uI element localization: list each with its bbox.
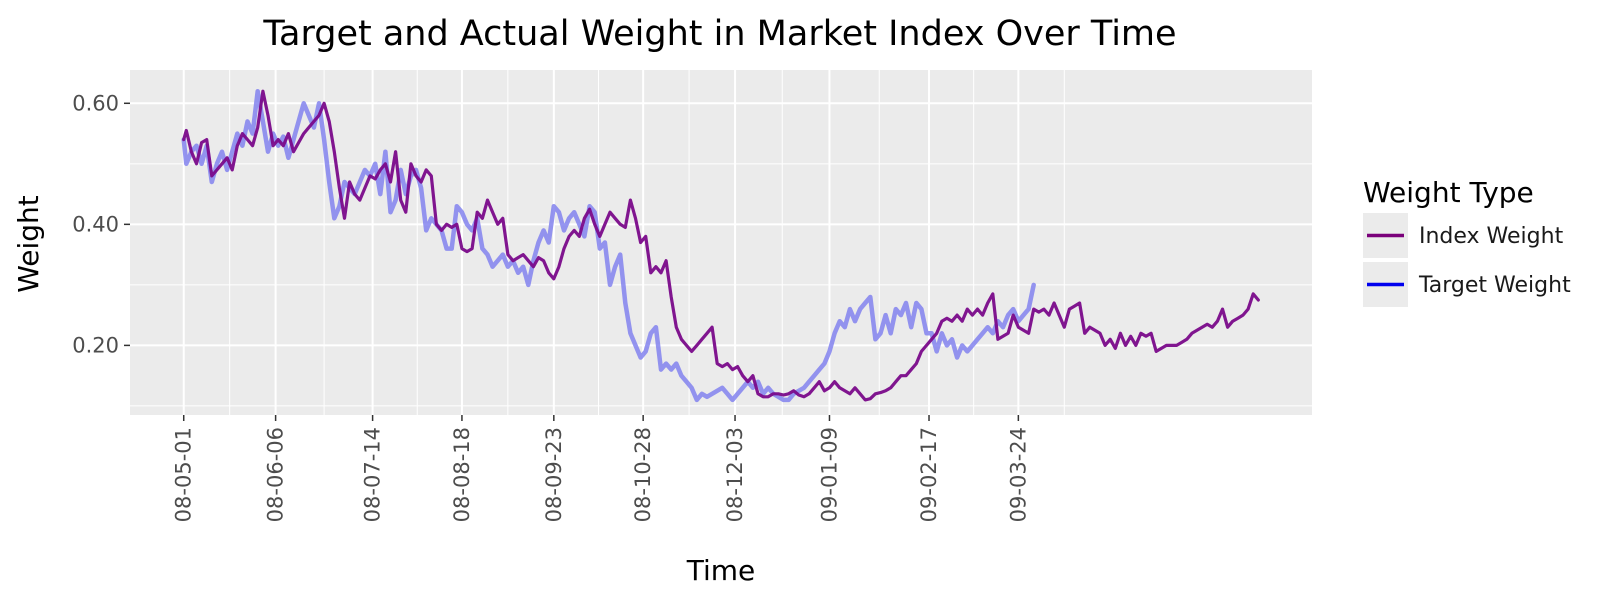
legend-label-index-weight: Index Weight bbox=[1419, 224, 1564, 249]
x-axis: 08-05-01 08-06-06 08-07-14 08-08-18 08-09-23… bbox=[172, 415, 1030, 522]
legend: Weight Type Index Weight Target Weight bbox=[1363, 176, 1571, 307]
legend-label-target-weight: Target Weight bbox=[1418, 273, 1571, 298]
y-tick-label: 0.40 bbox=[72, 212, 119, 236]
y-tick-label: 0.20 bbox=[72, 333, 119, 357]
y-tick-label: 0.60 bbox=[72, 91, 119, 115]
x-tick-label: 09-03-24 bbox=[1006, 427, 1030, 522]
x-tick-label: 08-05-01 bbox=[172, 427, 196, 522]
x-tick-label: 09-01-09 bbox=[817, 427, 841, 522]
chart-title: Target and Actual Weight in Market Index… bbox=[262, 14, 1176, 54]
legend-item-target-weight: Target Weight bbox=[1363, 262, 1571, 307]
x-tick-label: 08-09-23 bbox=[542, 427, 566, 522]
y-axis: 0.20 0.40 0.60 bbox=[72, 91, 130, 357]
x-tick-label: 08-12-03 bbox=[723, 427, 747, 522]
x-tick-label: 08-08-18 bbox=[450, 427, 474, 522]
x-tick-label: 08-06-06 bbox=[264, 427, 288, 522]
series-line-target-weight bbox=[181, 88, 1036, 403]
y-axis-title: Weight bbox=[12, 195, 45, 293]
legend-item-index-weight: Index Weight bbox=[1363, 213, 1564, 258]
series-lines bbox=[181, 88, 1260, 403]
series-line-index-weight bbox=[182, 89, 1260, 402]
x-tick-label: 08-07-14 bbox=[361, 427, 385, 522]
x-tick-label: 08-10-28 bbox=[631, 427, 655, 522]
x-axis-title: Time bbox=[686, 554, 756, 587]
x-tick-label: 09-02-17 bbox=[917, 427, 941, 522]
plot-panel bbox=[130, 70, 1312, 415]
legend-title: Weight Type bbox=[1363, 176, 1534, 209]
